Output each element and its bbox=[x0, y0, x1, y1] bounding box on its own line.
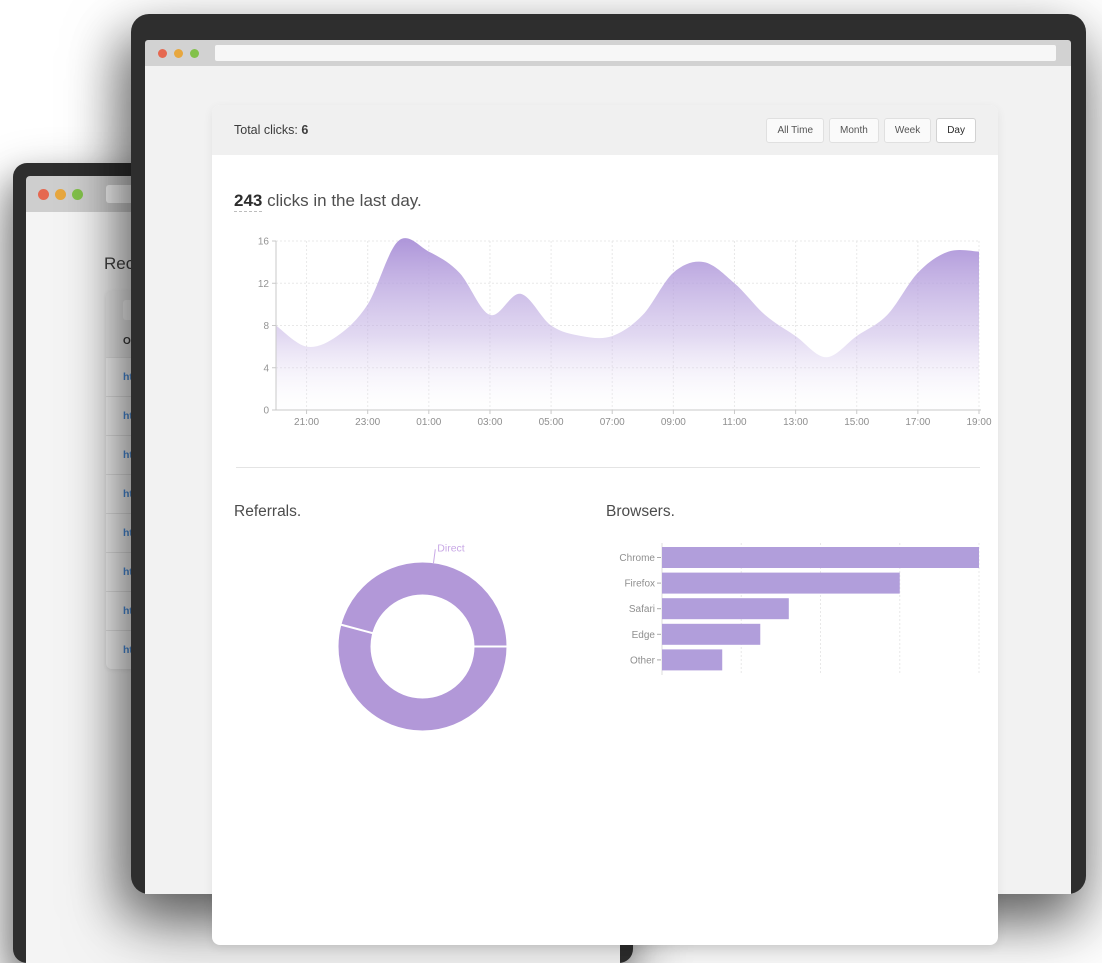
bar-category-label: Firefox bbox=[624, 579, 655, 590]
browsers-bar-chart: Chrome Firefox Safari Edge Other bbox=[619, 543, 980, 675]
clicks-headline: 243 clicks in the last day. bbox=[234, 191, 422, 212]
clicks-count: 243 bbox=[234, 191, 263, 212]
bar-category-label: Chrome bbox=[619, 553, 655, 564]
front-window-content: Total clicks: 6 All Time Month Week Day … bbox=[145, 66, 1071, 945]
svg-text:03:00: 03:00 bbox=[477, 417, 502, 428]
close-button[interactable] bbox=[38, 188, 49, 200]
zoom-button[interactable] bbox=[190, 48, 199, 58]
minimize-button[interactable] bbox=[55, 188, 66, 200]
svg-text:13:00: 13:00 bbox=[783, 417, 808, 428]
bar-category-label: Safari bbox=[629, 604, 655, 615]
svg-text:05:00: 05:00 bbox=[539, 417, 564, 428]
zoom-button[interactable] bbox=[72, 188, 83, 200]
total-clicks-label: Total clicks: 6 bbox=[234, 123, 308, 137]
clicks-area-chart: 0 4 8 12 16 21:00 23:00 01:00 03:00 05:00 07:00 09:… bbox=[258, 237, 992, 429]
donut-segment-label: Direct bbox=[437, 542, 465, 554]
svg-text:21:00: 21:00 bbox=[294, 417, 319, 428]
range-button-month[interactable]: Month bbox=[829, 117, 879, 143]
divider bbox=[236, 467, 980, 468]
range-button-group: All Time Month Week Day bbox=[766, 117, 976, 143]
front-window-titlebar bbox=[145, 40, 1071, 66]
analytics-card-header: Total clicks: 6 All Time Month Week Day bbox=[212, 105, 998, 155]
range-button-week[interactable]: Week bbox=[883, 117, 932, 143]
analytics-card: Total clicks: 6 All Time Month Week Day … bbox=[212, 105, 998, 945]
bar-category-label: Edge bbox=[632, 630, 656, 641]
svg-text:11:00: 11:00 bbox=[722, 417, 747, 428]
range-button-day[interactable]: Day bbox=[936, 117, 976, 143]
minimize-button[interactable] bbox=[174, 48, 183, 58]
total-clicks-text: Total clicks: bbox=[234, 123, 298, 137]
svg-text:17:00: 17:00 bbox=[905, 417, 930, 428]
bar-category-label: Other bbox=[630, 655, 656, 666]
close-button[interactable] bbox=[158, 48, 167, 58]
svg-text:8: 8 bbox=[263, 321, 269, 332]
svg-text:01:00: 01:00 bbox=[416, 417, 441, 428]
svg-text:16: 16 bbox=[258, 237, 270, 248]
referrals-donut-chart: Direct bbox=[338, 542, 508, 731]
svg-text:07:00: 07:00 bbox=[600, 417, 625, 428]
svg-text:15:00: 15:00 bbox=[844, 417, 869, 428]
browsers-section-title: Browsers. bbox=[606, 503, 675, 520]
svg-text:19:00: 19:00 bbox=[966, 417, 991, 428]
svg-text:0: 0 bbox=[263, 406, 269, 417]
range-button-all-time[interactable]: All Time bbox=[766, 117, 825, 143]
clicks-headline-text: clicks in the last day. bbox=[262, 191, 422, 210]
svg-text:09:00: 09:00 bbox=[661, 417, 686, 428]
referrals-section-title: Referrals. bbox=[234, 503, 302, 520]
svg-text:12: 12 bbox=[258, 279, 270, 290]
address-bar[interactable] bbox=[215, 45, 1056, 61]
svg-text:4: 4 bbox=[263, 363, 269, 374]
svg-text:23:00: 23:00 bbox=[355, 417, 380, 428]
total-clicks-value: 6 bbox=[301, 123, 309, 137]
front-browser-window: Total clicks: 6 All Time Month Week Day … bbox=[131, 14, 1086, 945]
